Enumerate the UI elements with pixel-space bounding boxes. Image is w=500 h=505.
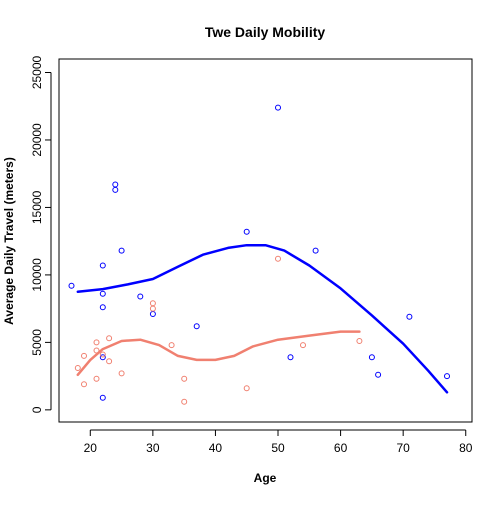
data-point-series-2 (149, 300, 156, 307)
data-point-series-2 (106, 335, 113, 342)
x-tick-label: 50 (271, 441, 285, 455)
data-point-series-2 (93, 339, 100, 346)
y-axis-label: Average Daily Travel (meters) (2, 157, 16, 325)
x-tick-label: 60 (334, 441, 348, 455)
data-point-series-1 (99, 354, 106, 361)
y-tick-label: 10000 (30, 258, 44, 292)
data-point-series-2 (81, 381, 87, 388)
data-point-series-1 (406, 313, 413, 320)
x-tick-label: 70 (396, 441, 410, 455)
data-point-series-2 (93, 347, 100, 354)
data-point-series-1 (99, 262, 106, 269)
data-point-series-2 (168, 342, 175, 349)
y-tick-label: 25000 (30, 55, 44, 89)
x-tick-label: 40 (209, 441, 223, 455)
y-tick-label: 0 (30, 406, 44, 413)
data-point-series-1 (68, 282, 75, 289)
smooth-line-series-1 (76, 243, 449, 394)
chart-title: Twe Daily Mobility (205, 24, 326, 40)
x-tick-label: 80 (459, 441, 473, 455)
smooth-lines (76, 243, 449, 394)
y-axis: 0 5000 10000 15000 20000 25000 (30, 55, 52, 413)
data-point-series-1 (99, 394, 106, 401)
plot-frame (58, 58, 473, 423)
data-point-series-2 (243, 385, 250, 392)
data-point-series-2 (106, 358, 113, 365)
x-tick-label: 20 (84, 441, 98, 455)
data-point-series-1 (149, 311, 156, 317)
data-point-series-1 (368, 354, 375, 361)
data-point-series-1 (275, 104, 281, 111)
data-point-series-2 (275, 255, 281, 262)
data-point-series-1 (312, 247, 319, 254)
data-point-series-2 (181, 375, 188, 382)
data-point-series-2 (81, 352, 87, 359)
data-point-series-2 (93, 375, 100, 382)
data-point-series-2 (118, 370, 125, 377)
data-point-series-1 (375, 371, 382, 378)
data-point-series-2 (74, 365, 81, 371)
data-point-series-1 (118, 247, 125, 254)
data-point-series-2 (300, 342, 306, 349)
data-point-series-1 (112, 186, 119, 193)
x-axis: 20 30 40 50 60 70 80 (84, 429, 473, 455)
x-tick-label: 30 (146, 441, 160, 455)
data-point-series-1 (99, 290, 106, 297)
data-point-series-2 (356, 338, 363, 344)
data-point-series-2 (181, 398, 188, 405)
data-point-series-2 (99, 351, 106, 358)
y-tick-label: 5000 (30, 329, 44, 356)
data-point-series-1 (193, 323, 200, 330)
data-point-series-1 (137, 293, 144, 300)
data-point-series-1 (444, 373, 450, 380)
data-point-series-1 (287, 354, 294, 361)
smooth-line-series-2 (76, 330, 361, 377)
data-point-series-1 (243, 228, 250, 235)
y-tick-label: 20000 (30, 123, 44, 157)
y-tick-label: 15000 (30, 190, 44, 224)
data-points (68, 104, 450, 405)
data-point-series-2 (149, 305, 156, 312)
data-point-series-1 (112, 181, 119, 188)
data-point-series-1 (99, 304, 106, 311)
x-axis-label: Age (254, 471, 277, 485)
